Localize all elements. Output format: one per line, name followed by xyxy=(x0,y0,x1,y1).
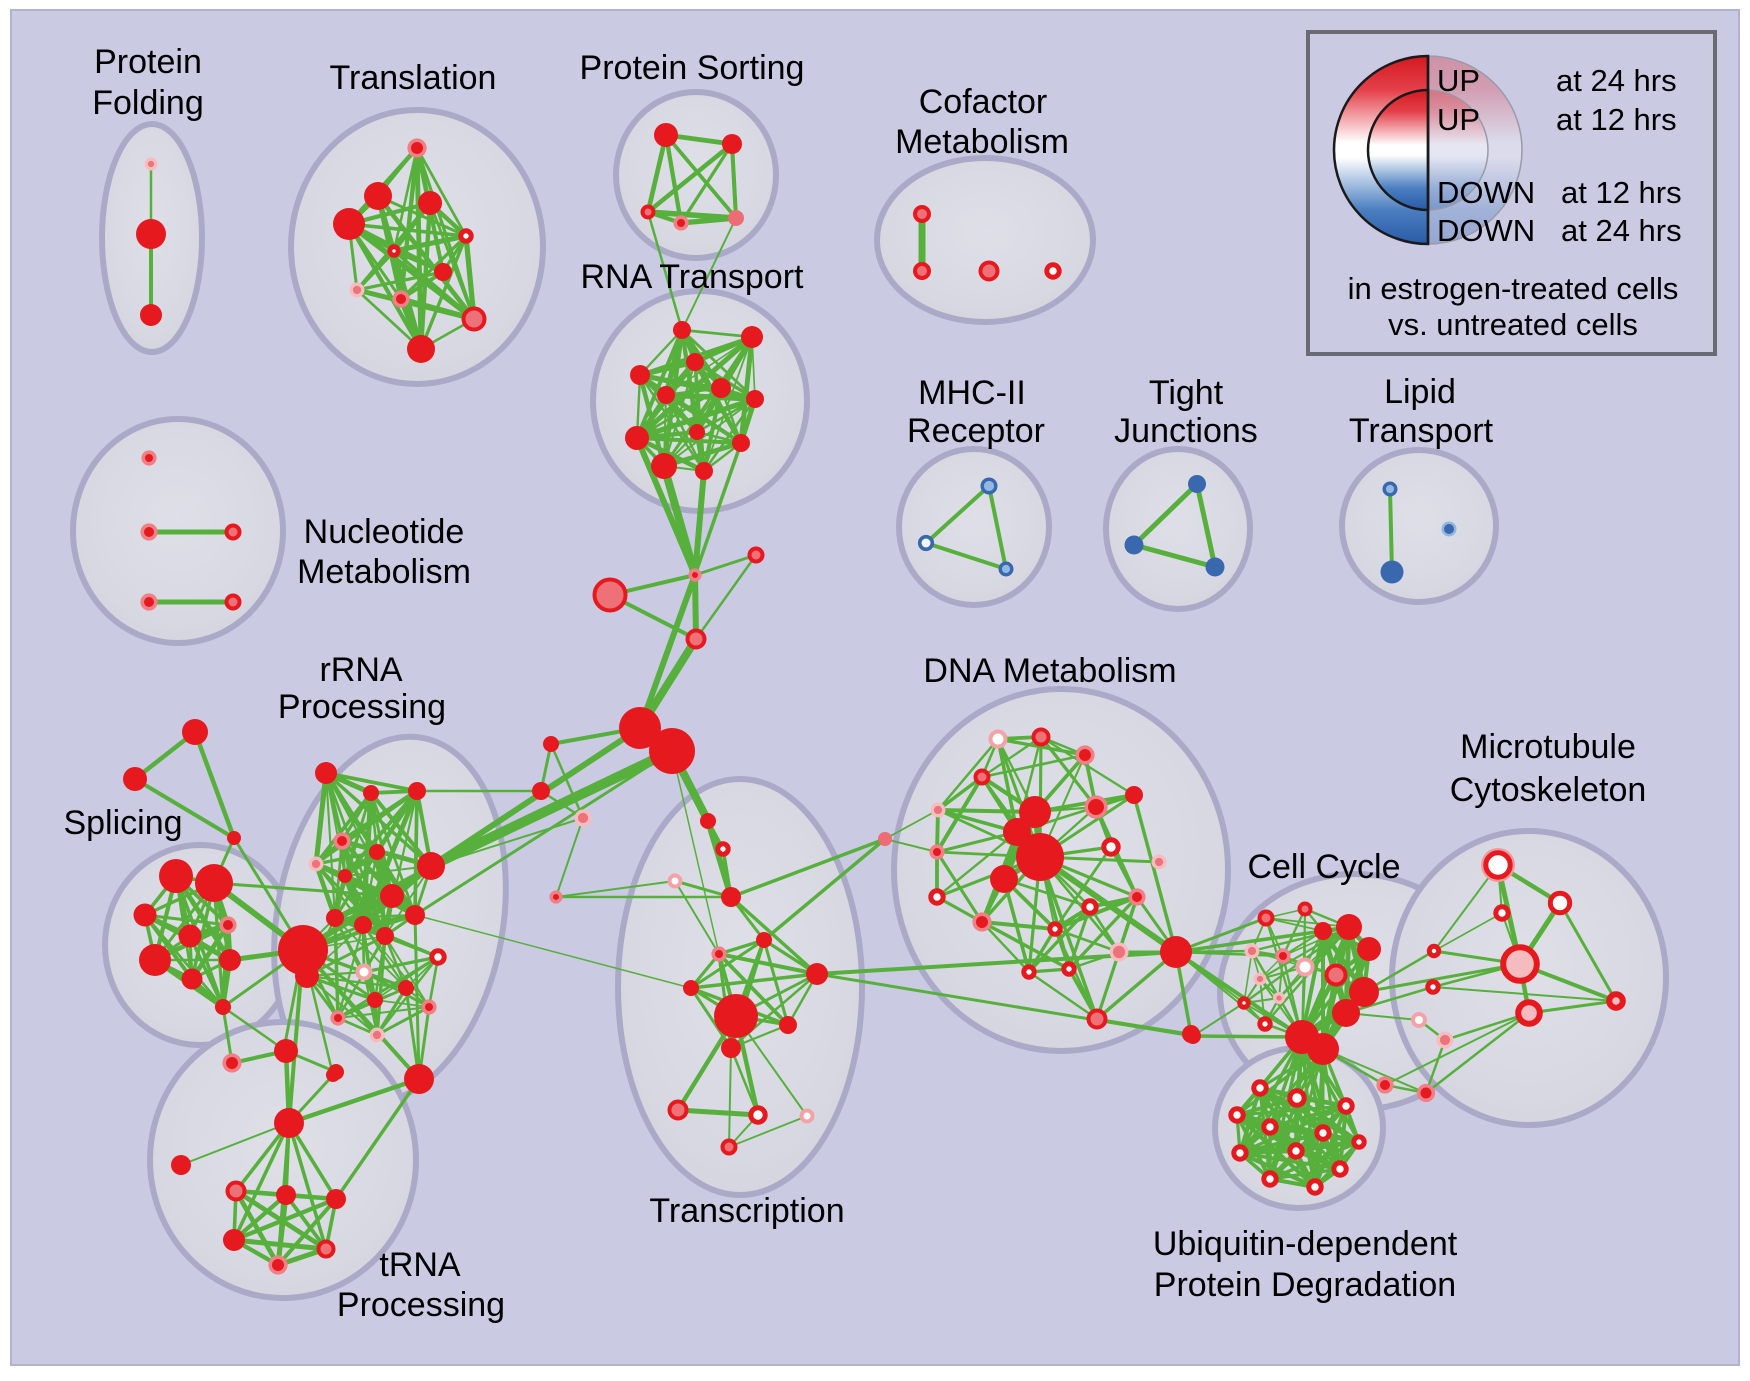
svg-text:Transport: Transport xyxy=(1349,412,1494,450)
svg-text:Ubiquitin-dependent: Ubiquitin-dependent xyxy=(1153,1225,1458,1263)
svg-text:Receptor: Receptor xyxy=(907,412,1045,450)
svg-text:rRNA: rRNA xyxy=(319,651,402,689)
svg-text:RNA Transport: RNA Transport xyxy=(581,258,805,296)
svg-text:Processing: Processing xyxy=(278,688,446,726)
svg-text:Folding: Folding xyxy=(92,84,204,122)
svg-text:Processing: Processing xyxy=(337,1286,505,1324)
svg-text:Protein Degradation: Protein Degradation xyxy=(1154,1266,1456,1304)
svg-text:Cell Cycle: Cell Cycle xyxy=(1247,848,1400,886)
svg-text:Cytoskeleton: Cytoskeleton xyxy=(1450,771,1647,809)
svg-text:Metabolism: Metabolism xyxy=(297,553,471,591)
svg-text:Protein Sorting: Protein Sorting xyxy=(580,49,805,87)
svg-text:at 12 hrs: at 12 hrs xyxy=(1561,175,1682,210)
svg-text:Protein: Protein xyxy=(94,43,202,81)
svg-text:Microtubule: Microtubule xyxy=(1460,728,1636,766)
svg-text:Metabolism: Metabolism xyxy=(895,123,1069,161)
svg-text:DOWN: DOWN xyxy=(1437,213,1535,248)
svg-text:at 24 hrs: at 24 hrs xyxy=(1556,63,1677,98)
svg-text:Nucleotide: Nucleotide xyxy=(304,513,465,551)
svg-text:at 24 hrs: at 24 hrs xyxy=(1561,213,1682,248)
svg-text:Transcription: Transcription xyxy=(649,1192,844,1230)
svg-text:Lipid: Lipid xyxy=(1384,373,1456,411)
svg-text:DOWN: DOWN xyxy=(1437,175,1535,210)
svg-text:Tight: Tight xyxy=(1149,374,1224,412)
svg-text:MHC-II: MHC-II xyxy=(918,374,1026,412)
svg-text:tRNA: tRNA xyxy=(379,1246,461,1284)
svg-text:UP: UP xyxy=(1437,102,1480,137)
svg-text:Cofactor: Cofactor xyxy=(919,83,1048,121)
svg-text:Translation: Translation xyxy=(330,59,497,97)
svg-text:at 12 hrs: at 12 hrs xyxy=(1556,102,1677,137)
svg-text:in estrogen-treated cells: in estrogen-treated cells xyxy=(1348,271,1679,306)
svg-text:Splicing: Splicing xyxy=(63,804,182,842)
svg-text:DNA Metabolism: DNA Metabolism xyxy=(923,652,1176,690)
svg-text:Junctions: Junctions xyxy=(1114,412,1258,450)
svg-text:vs. untreated cells: vs. untreated cells xyxy=(1388,307,1638,342)
svg-text:UP: UP xyxy=(1437,63,1480,98)
